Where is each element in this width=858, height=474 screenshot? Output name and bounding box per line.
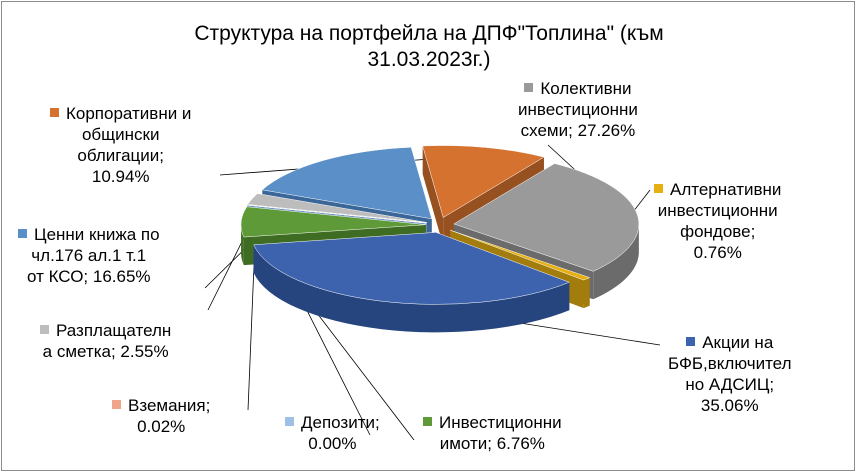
chart-title-line-2: 31.03.2023г.) — [367, 48, 491, 71]
label-alternative-line-3: фондове; — [680, 222, 756, 241]
label-collective-line-3: схеми; 27.26% — [520, 121, 636, 140]
label-alternative: Алтернативни инвестиционни фондове; 0.76… — [654, 179, 781, 263]
label-bonds-line-4: 10.94% — [91, 167, 150, 186]
legend-swatch-alternative — [654, 184, 663, 193]
label-shares-line-1: Акции на — [702, 333, 774, 352]
legend-swatch-collective — [524, 83, 534, 92]
legend-swatch-deposits — [285, 417, 294, 426]
label-real-estate: Инвестиционни имоти; 6.76% — [423, 412, 562, 454]
slice-cash — [247, 193, 427, 223]
slice-real_estate — [240, 206, 427, 238]
legend-swatch-bonds — [50, 108, 59, 117]
legend-swatch-securities — [18, 229, 27, 238]
slice-securities — [261, 146, 433, 220]
label-receivables-line-1: Вземания; — [128, 396, 211, 415]
slice-side-real_estate-0 — [241, 222, 244, 266]
legend-swatch-receivables — [112, 400, 121, 409]
label-real-estate-line-2: имоти; 6.76% — [439, 434, 545, 453]
legend-swatch-shares — [686, 337, 696, 346]
label-collective-line-2: инвестиционни — [518, 100, 638, 119]
slice-tops — [240, 145, 640, 305]
label-collective-line-1: Колективни — [540, 79, 632, 98]
label-receivables-line-2: 0.02% — [137, 417, 186, 436]
legend-swatch-cash — [40, 325, 49, 334]
label-real-estate-line-1: Инвестиционни — [439, 413, 562, 432]
label-alternative-line-1: Алтернативни — [670, 180, 782, 199]
slice-wall-bonds-0 — [422, 145, 444, 246]
label-bonds: Корпоративни и общински облигации; 10.94… — [50, 103, 191, 187]
label-cash-line-2: а сметка; 2.55% — [42, 342, 169, 361]
label-alternative-line-2: инвестиционни — [657, 201, 778, 220]
label-cash-line-1: Разплащателн — [56, 321, 172, 340]
slice-collective — [453, 163, 640, 272]
slice-shares — [253, 232, 570, 305]
label-bonds-line-3: облигации; — [77, 146, 164, 165]
slice-side-shares-0 — [253, 244, 570, 333]
slice-side-alternative-0 — [583, 277, 590, 309]
slice-deposits — [247, 204, 427, 224]
label-shares: Акции на БФБ,включител но АДСИЦ; 35.06% — [668, 332, 791, 416]
label-securities-line-2: чл.176 ал.1 т.1 — [31, 246, 147, 265]
slice-alternative — [450, 229, 591, 281]
label-securities-line-3: от КСО; 16.65% — [27, 267, 151, 286]
label-deposits-line-1: Депозити; — [301, 413, 380, 432]
label-bonds-line-2: общински — [81, 125, 160, 144]
label-receivables: Вземания; 0.02% — [112, 395, 210, 437]
label-cash: Разплащателн а сметка; 2.55% — [40, 320, 171, 362]
chart-title-line-1: Структура на портфейла на ДПФ"Топлина" (… — [194, 22, 664, 45]
label-collective: Колективни инвестиционни схеми; 27.26% — [518, 78, 638, 141]
label-shares-line-2: БФБ,включител — [668, 354, 792, 373]
label-deposits: Депозити; 0.00% — [285, 412, 380, 454]
label-deposits-line-2: 0.00% — [308, 434, 357, 453]
label-shares-line-3: но АДСИЦ; — [685, 375, 775, 394]
label-bonds-line-1: Корпоративни и — [66, 104, 192, 123]
label-alternative-line-4: 0.76% — [693, 243, 742, 262]
label-securities-line-1: Ценни книжа по — [34, 225, 160, 244]
slice-side-collective-0 — [593, 224, 639, 300]
legend-swatch-real-estate — [423, 417, 432, 426]
slice-bonds — [422, 145, 545, 218]
label-securities: Ценни книжа по чл.176 ал.1 т.1 от КСО; 1… — [18, 224, 160, 287]
label-shares-line-4: 35.06% — [700, 396, 759, 415]
